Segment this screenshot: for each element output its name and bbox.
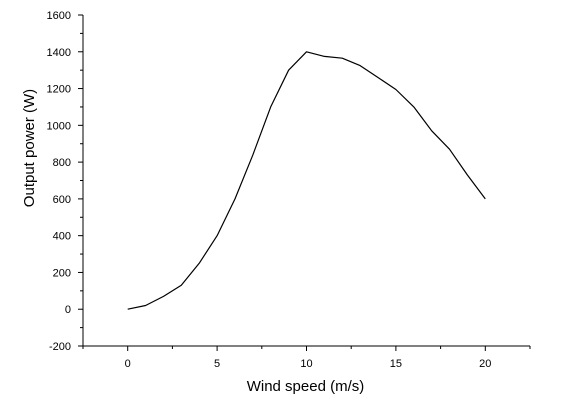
x-tick-label: 10 bbox=[300, 358, 312, 370]
y-tick-label: 600 bbox=[53, 194, 71, 206]
y-axis-title: Output power (W) bbox=[21, 89, 38, 207]
y-tick-label: 200 bbox=[53, 267, 71, 279]
x-axis-title: Wind speed (m/s) bbox=[247, 378, 365, 395]
y-tick-label: 400 bbox=[53, 231, 71, 243]
plot-axes bbox=[82, 15, 530, 347]
y-tick-label: 1600 bbox=[47, 10, 71, 22]
x-tick-label: 20 bbox=[479, 358, 491, 370]
series-line bbox=[127, 51, 486, 310]
y-tick-label: 800 bbox=[53, 157, 71, 169]
x-tick-label: 15 bbox=[390, 358, 402, 370]
axis-ticks bbox=[78, 14, 531, 351]
y-tick-label: 0 bbox=[65, 304, 71, 316]
data-series bbox=[127, 51, 486, 310]
y-tick-label: -200 bbox=[49, 341, 71, 353]
tick-labels: -200 0 200 400 600 800 1000 1200 1400 1600 0 5 10 15 2… bbox=[47, 10, 492, 370]
x-tick-label: 0 bbox=[125, 358, 131, 370]
y-tick-label: 1400 bbox=[47, 47, 71, 59]
y-tick-label: 1000 bbox=[47, 120, 71, 132]
x-tick-label: 5 bbox=[214, 358, 220, 370]
y-tick-label: 1200 bbox=[47, 84, 71, 96]
